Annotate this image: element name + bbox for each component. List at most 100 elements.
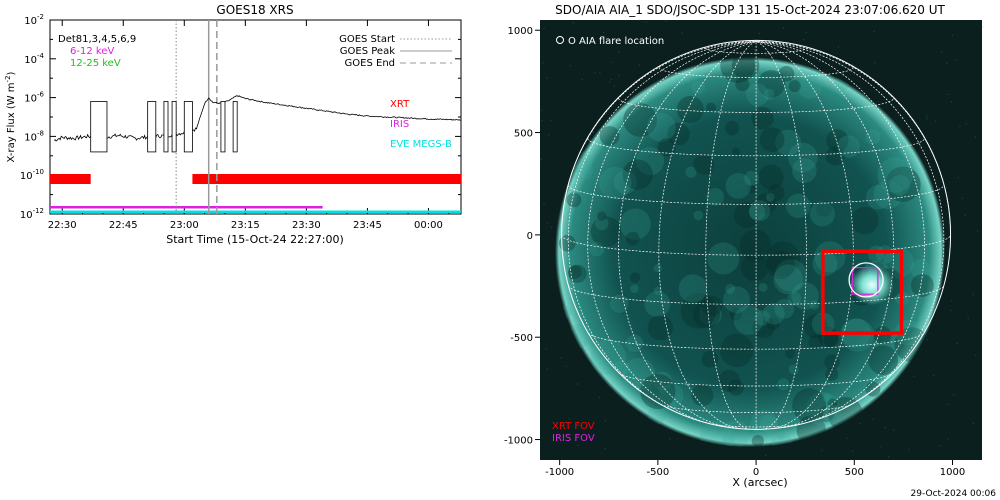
goes-y-tick-exp: -10	[33, 168, 44, 176]
noise-speck	[976, 230, 979, 232]
noise-speck	[548, 134, 550, 136]
noise-speck	[665, 20, 667, 22]
fov-boxes	[821, 249, 904, 335]
instrument-label-iris: IRIS	[390, 119, 409, 130]
noise-speck	[560, 357, 562, 359]
noise-speck	[873, 30, 875, 33]
noise-speck	[913, 375, 915, 377]
xrt-coverage-bar	[50, 174, 91, 184]
goes-x-tick-label: 23:00	[170, 220, 199, 231]
coronal-feature	[788, 142, 818, 173]
noise-speck	[550, 119, 552, 121]
coronal-feature	[824, 354, 840, 370]
coronal-feature	[622, 159, 653, 190]
coronal-feature	[791, 282, 819, 310]
noise-speck	[758, 32, 760, 35]
coronal-feature	[647, 315, 673, 341]
coronal-feature	[910, 259, 931, 279]
coronal-feature	[883, 247, 914, 279]
coronal-feature	[693, 210, 704, 221]
coronal-feature	[558, 234, 576, 252]
noise-speck	[638, 64, 640, 66]
eve-coverage-bar	[50, 210, 461, 213]
coronal-feature	[746, 83, 769, 107]
noise-speck	[542, 62, 544, 64]
coronal-feature	[729, 308, 743, 321]
goes-y-axis-label: X-ray Flux (W m-2)	[4, 71, 17, 162]
latitude-line	[660, 404, 852, 413]
noise-speck	[926, 339, 928, 341]
goes-y-tick-label: 10-2	[24, 13, 44, 27]
coronal-feature	[763, 302, 785, 325]
coronal-feature	[599, 126, 620, 146]
coronal-feature	[707, 242, 740, 275]
noise-speck	[859, 423, 861, 425]
noise-speck	[576, 383, 578, 385]
goes-y-tick-label: 10-4	[24, 52, 44, 66]
noise-speck	[546, 368, 548, 370]
aia-x-tick-label: 0	[753, 467, 759, 478]
noise-speck	[872, 418, 874, 420]
noise-speck	[946, 93, 949, 95]
goes-x-tick-label: 22:45	[109, 220, 138, 231]
coronal-feature	[589, 241, 605, 257]
goes-data-gap	[171, 101, 177, 153]
aia-y-tick-label: -1000	[504, 436, 533, 447]
coronal-feature	[647, 405, 667, 425]
goes-y-tick-base: 10	[24, 16, 37, 27]
noise-speck	[669, 438, 671, 440]
goes-y-tick-exp: -4	[37, 52, 45, 60]
goes-flux-series	[53, 95, 461, 153]
goes-y-tick-base: 10	[24, 55, 37, 66]
noise-speck	[851, 450, 854, 452]
coronal-feature	[625, 231, 640, 246]
noise-speck	[818, 60, 820, 62]
coronal-feature	[771, 432, 793, 447]
coronal-feature	[718, 369, 741, 392]
noise-speck	[681, 32, 683, 34]
longitude-line	[618, 41, 757, 429]
coronal-feature	[640, 373, 676, 410]
coronal-feature	[739, 229, 771, 261]
coronal-feature	[851, 206, 879, 235]
longitude-line	[567, 41, 757, 416]
coronal-feature	[725, 173, 752, 199]
noise-speck	[618, 51, 620, 53]
coronal-feature	[590, 216, 622, 247]
goes-y-tick-label: 10-6	[24, 91, 44, 105]
coronal-feature	[759, 127, 785, 152]
flare-location-legend: O AIA flare location	[568, 36, 664, 47]
aia-y-axis: 1000 500 0 -500 -1000	[504, 26, 540, 447]
coronal-feature	[691, 384, 714, 407]
coronal-feature	[568, 265, 582, 279]
noise-speck	[957, 176, 959, 179]
flare-location-marker	[848, 262, 884, 298]
noise-speck	[951, 300, 953, 302]
coronal-feature	[786, 193, 811, 219]
coronal-feature	[760, 415, 778, 433]
coronal-feature	[657, 138, 676, 157]
noise-speck	[802, 38, 805, 41]
coronal-feature	[766, 317, 780, 331]
noise-speck	[947, 437, 949, 440]
goes-y-tick-exp: -2	[37, 13, 44, 21]
coronal-feature	[809, 300, 820, 310]
energy-label-6-12: 6-12 keV	[70, 46, 114, 57]
legend-goes-start: GOES Start	[339, 34, 395, 45]
coronal-feature	[658, 384, 667, 394]
goes-x-axis-label: Start Time (15-Oct-24 22:27:00)	[166, 233, 344, 246]
aia-y-tick-label: 500	[514, 129, 533, 140]
coronal-feature	[868, 345, 899, 375]
coronal-feature	[866, 184, 891, 210]
coronal-feature	[701, 350, 719, 368]
goes-x-tick-label: 23:30	[292, 220, 321, 231]
coronal-feature	[822, 393, 832, 403]
noise-speck	[572, 22, 575, 24]
noise-speck	[805, 32, 807, 34]
coronal-feature	[566, 192, 582, 208]
coronal-feature	[823, 332, 839, 348]
noise-speck	[545, 348, 547, 350]
coronal-feature	[733, 202, 760, 229]
aia-y-tick-label: -500	[510, 333, 533, 344]
